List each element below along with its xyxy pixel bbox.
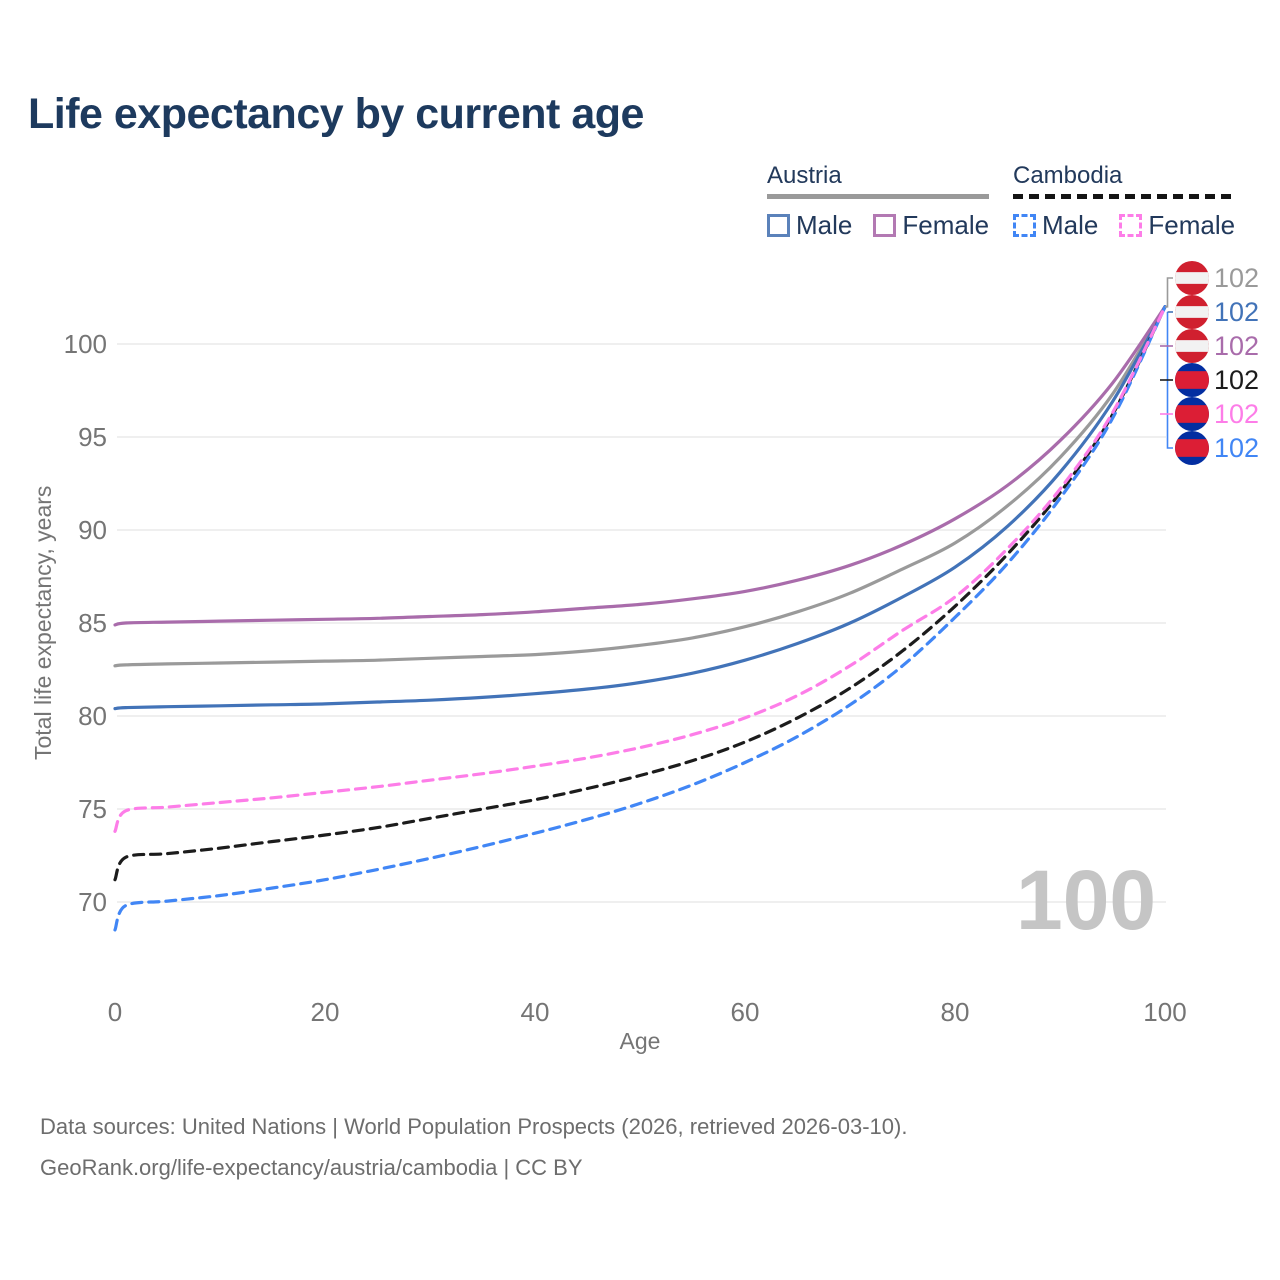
cambodia-female-swatch-icon	[1119, 214, 1143, 237]
x-tick-label: 0	[108, 997, 122, 1027]
austria-female-swatch-icon	[873, 214, 897, 237]
footer-attribution: GeoRank.org/life-expectancy/austria/camb…	[40, 1155, 583, 1180]
footer: Data sources: United Nations | World Pop…	[40, 1106, 907, 1188]
legend-label: Male	[796, 210, 853, 240]
x-tick-label: 80	[941, 997, 970, 1027]
end-value-label: 102	[1214, 297, 1259, 327]
end-value-label: 102	[1214, 399, 1259, 429]
y-tick-label: 75	[78, 794, 107, 824]
footer-data-sources: Data sources: United Nations | World Pop…	[40, 1114, 908, 1139]
legend-label: Male	[1042, 210, 1099, 240]
series-line-austria-male[interactable]	[113, 305, 1167, 711]
cambodia-flag-icon	[1175, 363, 1209, 397]
legend-group-austria: Austria Male Female	[767, 162, 990, 241]
legend-items-austria: Male Female	[767, 210, 989, 241]
austria-flag-icon	[1175, 329, 1209, 363]
cambodia-flag-icon	[1175, 397, 1209, 431]
end-value-label: 102	[1214, 365, 1259, 395]
series-line-austria[interactable]	[113, 305, 1167, 668]
cambodia-flag-icon	[1175, 431, 1209, 465]
cambodia-male-swatch-icon	[1013, 214, 1036, 237]
end-value-label: 102	[1214, 263, 1259, 293]
y-tick-label: 100	[64, 329, 107, 359]
legend-item-austria-female[interactable]: Female	[873, 210, 989, 241]
x-tick-label: 100	[1143, 997, 1186, 1027]
y-tick-label: 90	[78, 515, 107, 545]
series-line-austria-female[interactable]	[113, 305, 1167, 627]
leader-line	[1165, 277, 1173, 308]
y-axis-title: Total life expectancy, years	[30, 485, 56, 761]
y-tick-label: 95	[78, 422, 107, 452]
x-tick-label: 60	[731, 997, 760, 1027]
austria-line-style-swatch	[767, 194, 990, 199]
legend-items-cambodia: Male Female	[1013, 210, 1235, 241]
series-line-cambodia[interactable]	[113, 305, 1167, 882]
legend-item-cambodia-female[interactable]: Female	[1119, 210, 1235, 241]
leader-line	[1166, 312, 1173, 449]
y-tick-label: 70	[78, 887, 107, 917]
austria-flag-icon	[1175, 261, 1209, 295]
end-value-label: 102	[1214, 331, 1259, 361]
legend-label: Female	[1148, 210, 1236, 240]
y-tick-label: 85	[78, 608, 107, 638]
x-axis-title: Age	[619, 1028, 661, 1054]
age-watermark: 100	[1016, 853, 1157, 947]
legend-label: Female	[902, 210, 990, 240]
legend-country-austria[interactable]: Austria	[767, 162, 842, 189]
legend-country-cambodia[interactable]: Cambodia	[1013, 162, 1123, 189]
series-line-cambodia-male[interactable]	[113, 305, 1167, 932]
end-value-label: 102	[1214, 433, 1259, 463]
x-tick-label: 20	[311, 997, 340, 1027]
legend-item-austria-male[interactable]: Male	[767, 210, 852, 241]
legend-item-cambodia-male[interactable]: Male	[1013, 210, 1098, 241]
austria-flag-icon	[1175, 295, 1209, 329]
y-tick-label: 80	[78, 701, 107, 731]
austria-male-swatch-icon	[767, 214, 790, 237]
x-tick-label: 40	[521, 997, 550, 1027]
series-line-cambodia-female[interactable]	[113, 305, 1167, 833]
cambodia-line-style-swatch	[1013, 194, 1236, 199]
legend-group-cambodia: Cambodia Male Female	[1013, 162, 1236, 241]
page-title: Life expectancy by current age	[28, 90, 644, 138]
